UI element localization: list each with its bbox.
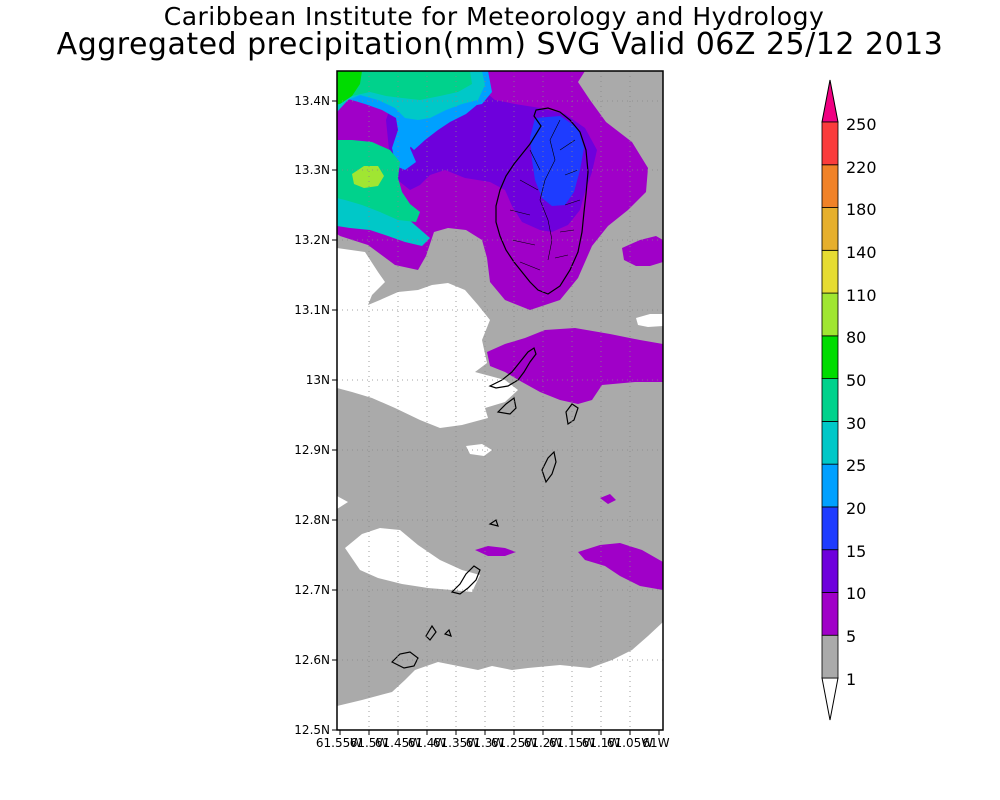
union-island-coast	[450, 565, 481, 595]
white-region-east-edge	[636, 314, 663, 327]
lon-label: 61.5W	[350, 736, 389, 750]
white-region-center-west	[337, 248, 518, 428]
legend-level-label: 250	[846, 115, 877, 134]
legend-level-label: 25	[846, 456, 866, 475]
lat-label: 13.4N	[294, 94, 330, 108]
purple-region-small-1	[600, 494, 616, 504]
legend-level-label: 1	[846, 670, 856, 689]
legend-level-label: 110	[846, 286, 877, 305]
map-plot-area	[337, 71, 663, 730]
colorbar-bin	[821, 335, 839, 380]
colorbar-bin	[821, 592, 839, 636]
white-region-bottom	[337, 622, 663, 730]
lon-label: 61.15W	[549, 736, 595, 750]
lon-label: 61.25W	[491, 736, 537, 750]
chart-title: Caribbean Institute for Meteorology and …	[163, 2, 825, 31]
lon-label: 61.1W	[582, 736, 621, 750]
legend-level-label: 80	[846, 328, 866, 347]
lon-label: 61.2W	[524, 736, 563, 750]
lat-label: 13.2N	[294, 233, 330, 247]
lat-label: 12.7N	[294, 583, 330, 597]
mayreau-coast	[488, 519, 499, 527]
legend-level-label: 30	[846, 414, 866, 433]
below-threshold-regions	[337, 248, 663, 730]
legend-level-label: 180	[846, 200, 877, 219]
lon-label: 61.05W	[607, 736, 653, 750]
island-coastlines	[390, 107, 589, 669]
purple-region-small-2	[475, 546, 516, 556]
legend-level-label: 140	[846, 243, 877, 262]
colorbar-bin	[821, 121, 839, 166]
canouan-coast	[541, 450, 557, 484]
lon-label: 61.35W	[433, 736, 479, 750]
colorbar-bin	[821, 634, 839, 679]
latitude-axis: 13.4N 13.3N 13.2N 13.1N 13N 12.9N 12.8N …	[294, 94, 337, 737]
colorbar-bin	[821, 549, 839, 593]
rain-15-20mm-region	[530, 116, 584, 206]
rain-50-80mm-region	[337, 71, 362, 104]
legend-level-label: 50	[846, 371, 866, 390]
lat-label: 12.8N	[294, 513, 330, 527]
lat-label: 12.9N	[294, 443, 330, 457]
lat-label: 12.6N	[294, 653, 330, 667]
legend-level-label: 15	[846, 542, 866, 561]
colorbar-bin	[821, 249, 839, 294]
colorbar-bin	[821, 378, 839, 422]
colorbar-bin	[821, 463, 839, 508]
petite-martinique-coast	[443, 628, 452, 637]
lon-label: 61.3W	[466, 736, 505, 750]
grenada-north-coast	[390, 651, 419, 669]
legend-level-label: 220	[846, 158, 877, 177]
carriacou-coast	[425, 624, 437, 641]
lat-label: 13.3N	[294, 163, 330, 177]
colorbar-bottom-triangle	[821, 677, 839, 721]
legend-level-label: 10	[846, 584, 866, 603]
purple-region-east	[622, 236, 663, 266]
lon-label: 61W	[642, 736, 669, 750]
chart-subtitle: Aggregated precipitation(mm) SVG Valid 0…	[56, 27, 944, 62]
lat-label: 13.1N	[294, 303, 330, 317]
st-vincent-rivers	[509, 119, 581, 271]
colorbar-bin	[821, 506, 839, 551]
colorbar-bin	[821, 420, 839, 465]
colorbar-bin	[821, 164, 839, 208]
map-frame	[336, 70, 664, 731]
colorbar-bin	[821, 207, 839, 251]
st-vincent-coast	[495, 107, 589, 295]
legend-level-label: 5	[846, 627, 856, 646]
purple-region-center	[487, 328, 663, 404]
lat-label: 13N	[306, 373, 330, 387]
purple-region-southeast	[578, 543, 663, 590]
bequia-coast	[488, 347, 537, 389]
lat-label: 12.5N	[294, 723, 330, 737]
legend-level-label: 20	[846, 499, 866, 518]
lon-label: 61.45W	[375, 736, 421, 750]
color-legend: 250 220 180 140 110 80 50 30 25 20 15 10…	[821, 79, 877, 721]
colorbar-top-triangle	[821, 79, 839, 123]
lon-label: 61.55W	[316, 736, 362, 750]
mustique-coast	[496, 396, 517, 415]
lon-label: 61.4W	[408, 736, 447, 750]
white-region-small	[466, 444, 492, 456]
cays-coast	[565, 403, 579, 426]
longitude-axis: 61.55W 61.5W 61.45W 61.4W 61.35W 61.3W 6…	[316, 730, 670, 750]
white-region-sw	[345, 528, 480, 592]
rain-80-110mm-region	[352, 166, 384, 188]
white-region-left-notch	[337, 496, 348, 509]
colorbar-bin	[821, 292, 839, 337]
